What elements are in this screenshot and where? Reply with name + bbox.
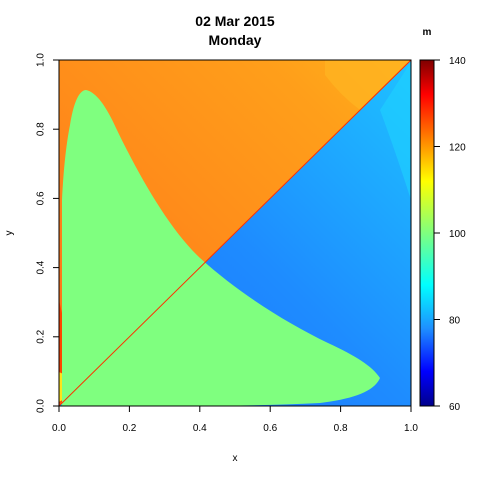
- colorbar-tick-label: 120: [449, 143, 466, 154]
- chart-title: 02 Mar 2015: [195, 13, 275, 29]
- plot-frame: [58, 59, 412, 407]
- colorbar-tick-label: 140: [449, 56, 466, 67]
- x-tick-label: 0.4: [193, 423, 207, 434]
- colorbar-axis: 60 80 100 120 140: [434, 56, 466, 413]
- heatmap-region-green: [62, 90, 380, 406]
- colorbar-tick-label: 100: [449, 229, 466, 240]
- colorbar-tick-label: 80: [449, 316, 461, 327]
- chart-subtitle: Monday: [209, 32, 262, 48]
- y-tick-label: 0.8: [36, 122, 47, 136]
- diagonal-line: [59, 60, 411, 406]
- x-tick-label: 0.2: [122, 423, 136, 434]
- y-tick-label: 0.2: [36, 329, 47, 343]
- x-tick-label: 1.0: [404, 423, 418, 434]
- heatmap-patch-upper-right: [325, 60, 411, 110]
- x-tick-label: 0.0: [52, 423, 66, 434]
- y-tick-label: 0.0: [36, 399, 47, 413]
- colorbar: [419, 59, 435, 407]
- x-tick-label: 0.6: [263, 423, 277, 434]
- y-tick-label: 0.4: [36, 260, 47, 274]
- colorbar-tick-label: 60: [449, 402, 461, 413]
- y-tick-label: 1.0: [36, 53, 47, 67]
- y-axis: 0.0 0.2 0.4 0.6 0.8 1.0: [36, 53, 59, 413]
- x-tick-label: 0.8: [334, 423, 348, 434]
- x-axis-label: x: [233, 453, 238, 464]
- heatmap-area: [59, 60, 411, 406]
- colorbar-unit: m: [423, 27, 432, 38]
- x-axis: 0.0 0.2 0.4 0.6 0.8 1.0: [52, 406, 418, 434]
- heatmap-patch-right-edge: [380, 62, 411, 200]
- y-tick-label: 0.6: [36, 191, 47, 205]
- y-axis-label: y: [4, 231, 15, 236]
